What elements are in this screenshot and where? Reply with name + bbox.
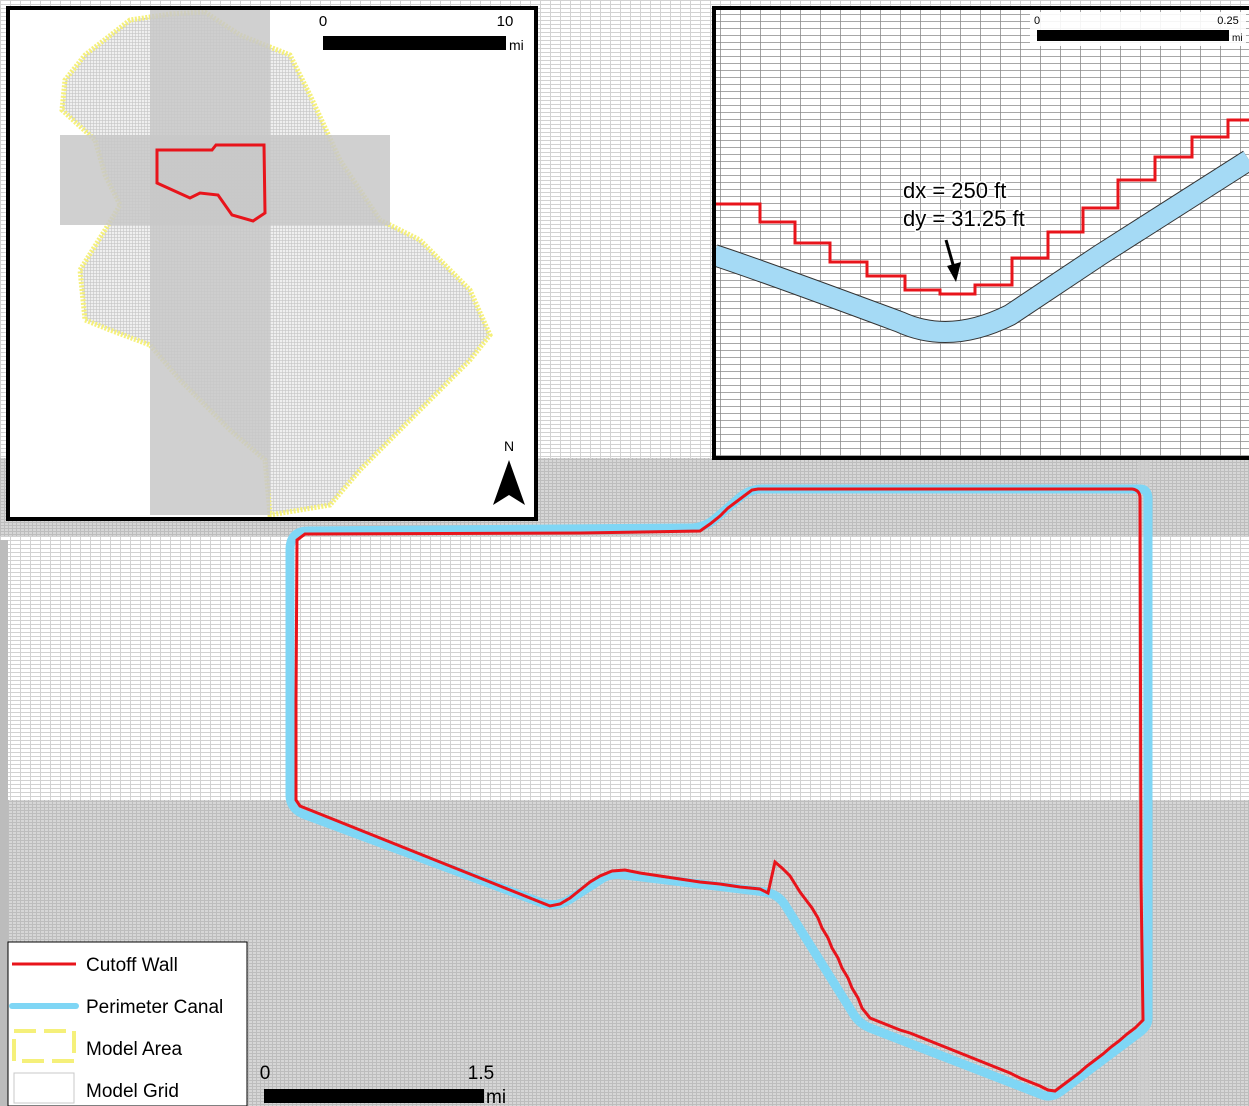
legend-label: Model Area bbox=[86, 1039, 183, 1060]
annotation-arrow-icon bbox=[944, 239, 956, 269]
detail-cutoff-wall bbox=[716, 118, 1249, 296]
detail-inset[interactable]: dx = 250 ft dy = 31.25 ft 0 0.25 mi bbox=[712, 6, 1249, 460]
overview-scale-start: 0 bbox=[319, 13, 327, 30]
overview-grid-band-horizontal bbox=[60, 135, 390, 225]
detail-scale-end: 0.25 bbox=[1217, 15, 1238, 27]
detail-inset-frame bbox=[712, 6, 1249, 460]
annotation-dy: dy = 31.25 ft bbox=[903, 206, 1025, 231]
legend-item-model-grid: Model Grid bbox=[13, 1072, 179, 1104]
main-scale-start: 0 bbox=[260, 1063, 271, 1084]
main-scale-end: 1.5 bbox=[468, 1063, 494, 1084]
cutoff-wall bbox=[294, 487, 1145, 1093]
annotation-dx: dx = 250 ft bbox=[903, 178, 1006, 203]
north-label: N bbox=[504, 438, 514, 454]
main-scale-unit: mi bbox=[486, 1087, 506, 1106]
legend-item-perimeter-canal: Perimeter Canal bbox=[9, 997, 223, 1018]
overview-scale-bar bbox=[323, 36, 506, 50]
overview-cutoff-wall bbox=[155, 143, 267, 223]
north-arrow-icon bbox=[493, 460, 525, 505]
legend-label: Cutoff Wall bbox=[86, 955, 178, 976]
overview-grid-band-vertical bbox=[150, 10, 270, 515]
overview-scale-end: 10 bbox=[497, 13, 514, 30]
grey-box-swatch-icon bbox=[13, 1072, 75, 1104]
legend-item-cutoff-wall: Cutoff Wall bbox=[12, 955, 178, 976]
overview-inset[interactable]: 0 10 mi N bbox=[6, 6, 538, 521]
legend-label: Perimeter Canal bbox=[86, 997, 223, 1018]
detail-scale-start: 0 bbox=[1034, 15, 1040, 27]
legend: Cutoff Wall Perimeter Canal Model Area M… bbox=[7, 941, 248, 1106]
detail-scale-bar bbox=[1037, 30, 1229, 41]
perimeter-canal bbox=[285, 484, 1153, 1101]
grid-edge-west bbox=[0, 540, 8, 1106]
yellow-dashed-box-icon bbox=[12, 1029, 76, 1063]
annotation-arrowhead-icon bbox=[947, 262, 961, 282]
legend-item-model-area: Model Area bbox=[12, 1029, 183, 1063]
overview-scale-unit: mi bbox=[509, 37, 524, 53]
detail-canal-fill bbox=[716, 151, 1249, 342]
legend-label: Model Grid bbox=[86, 1081, 179, 1102]
main-scale-bar-fill bbox=[264, 1089, 484, 1103]
main-scale-bar: 0 1.5 mi bbox=[260, 1063, 506, 1106]
detail-grid bbox=[714, 8, 1249, 458]
detail-scale-unit: mi bbox=[1232, 33, 1243, 44]
overview-inset-frame bbox=[6, 6, 538, 521]
